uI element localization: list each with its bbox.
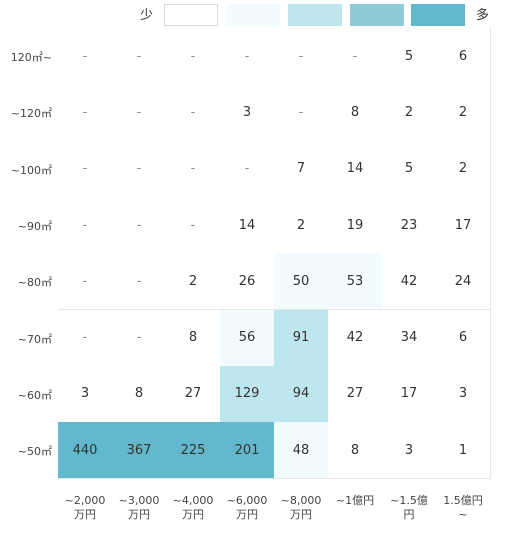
heatmap-cell: - — [112, 196, 167, 255]
heatmap-cell: 8 — [328, 422, 383, 480]
heatmap-cell: 94 — [274, 365, 329, 424]
heatmap-cell: 17 — [436, 196, 491, 255]
heatmap-cell: - — [328, 28, 383, 86]
heatmap-cell: 8 — [328, 84, 383, 142]
heatmap-cell: - — [58, 253, 113, 311]
heatmap-cell: 2 — [166, 253, 221, 311]
heatmap-cell: 19 — [328, 196, 383, 255]
x-tick-label: ~2,000 万円 — [64, 494, 106, 521]
heatmap-cell: 367 — [112, 422, 167, 480]
heatmap-cell: 8 — [112, 365, 167, 424]
x-tick-label: 1.5億円 ~ — [443, 494, 483, 521]
y-tick-label: ~50㎡ — [17, 445, 52, 459]
heatmap-cell: - — [112, 253, 167, 311]
heatmap-cell: 17 — [382, 365, 437, 424]
heatmap-cell: 27 — [328, 365, 383, 424]
heatmap-cell: - — [112, 309, 167, 367]
x-tick-label: ~6,000 万円 — [226, 494, 268, 521]
x-tick-label: ~8,000 万円 — [280, 494, 322, 521]
heatmap-cell: 26 — [220, 253, 275, 311]
heatmap-cell: - — [58, 84, 113, 142]
heatmap-cell: 201 — [220, 422, 275, 480]
heatmap-cell: - — [112, 84, 167, 142]
y-tick-label: ~80㎡ — [17, 276, 52, 290]
heatmap-cell: 6 — [436, 28, 491, 86]
heatmap-cell: 7 — [274, 140, 329, 198]
heatmap-cell: - — [112, 28, 167, 86]
heatmap-cell: 50 — [274, 253, 329, 311]
heatmap-cell: 129 — [220, 365, 275, 424]
heatmap-cell: 3 — [58, 365, 113, 424]
heatmap-cell: 8 — [166, 309, 221, 367]
y-tick-label: ~90㎡ — [17, 220, 52, 234]
heatmap-cell: - — [166, 28, 221, 86]
legend-swatch-level-1 — [226, 4, 280, 26]
heatmap-cell: - — [274, 84, 329, 142]
legend-swatch-level-3 — [350, 4, 404, 26]
heatmap-cell: 2 — [382, 84, 437, 142]
heatmap-cell: 24 — [436, 253, 491, 311]
heatmap-cell: 2 — [436, 140, 491, 198]
heatmap-cell: 42 — [328, 309, 383, 367]
legend-low-label: 少 — [140, 8, 154, 23]
heatmap-cell: 27 — [166, 365, 221, 424]
y-tick-label: ~100㎡ — [10, 163, 52, 177]
y-tick-label: ~120㎡ — [10, 107, 52, 121]
heatmap-cell: 53 — [328, 253, 383, 311]
heatmap-cell: - — [166, 84, 221, 142]
heatmap-cell: - — [58, 309, 113, 367]
heatmap-cell: - — [58, 140, 113, 198]
heatmap-cell: - — [220, 28, 275, 86]
heatmap-cell: 225 — [166, 422, 221, 480]
heatmap-cell: 2 — [274, 196, 329, 255]
heatmap-cell: - — [166, 196, 221, 255]
heatmap-cell: 440 — [58, 422, 113, 480]
heatmap-cell: 3 — [382, 422, 437, 480]
x-tick-label: ~3,000 万円 — [118, 494, 160, 521]
heatmap-grid: - - - - - -5 6- - -3-8 2 2- - - -7 14 5 2- - -14 2 19 23 17- -2… — [58, 28, 491, 480]
heatmap-cell: - — [166, 140, 221, 198]
legend-swatch-level-2 — [288, 4, 342, 26]
x-tick-label: ~1億円 — [335, 494, 375, 507]
x-tick-label: ~4,000 万円 — [172, 494, 214, 521]
heatmap-cell: 34 — [382, 309, 437, 367]
y-tick-label: 120㎡~ — [10, 51, 52, 65]
legend-swatch-level-4 — [411, 4, 465, 26]
y-tick-label: ~70㎡ — [17, 332, 52, 346]
heatmap-cell: 91 — [274, 309, 329, 367]
heatmap-cell: 5 — [382, 140, 437, 198]
heatmap-cell: 14 — [220, 196, 275, 255]
heatmap-cell: 2 — [436, 84, 491, 142]
heatmap-cell: 14 — [328, 140, 383, 198]
heatmap-cell: 3 — [436, 365, 491, 424]
heatmap-cell: 1 — [436, 422, 491, 480]
heatmap-cell: 56 — [220, 309, 275, 367]
heatmap-cell: 42 — [382, 253, 437, 311]
heatmap-cell: 23 — [382, 196, 437, 255]
heatmap-cell: - — [274, 28, 329, 86]
y-tick-label: ~60㎡ — [17, 388, 52, 402]
heatmap-cell: - — [220, 140, 275, 198]
heatmap-cell: - — [58, 28, 113, 86]
heatmap-cell: 48 — [274, 422, 329, 480]
heatmap-cell: - — [112, 140, 167, 198]
heatmap-cell: 3 — [220, 84, 275, 142]
heatmap-cell: 6 — [436, 309, 491, 367]
legend-high-label: 多 — [476, 8, 490, 23]
heatmap-cell: 5 — [382, 28, 437, 86]
x-tick-label: ~1.5億 円 — [390, 494, 428, 521]
heatmap-cell: - — [58, 196, 113, 255]
legend-swatch-level-0 — [164, 4, 218, 26]
